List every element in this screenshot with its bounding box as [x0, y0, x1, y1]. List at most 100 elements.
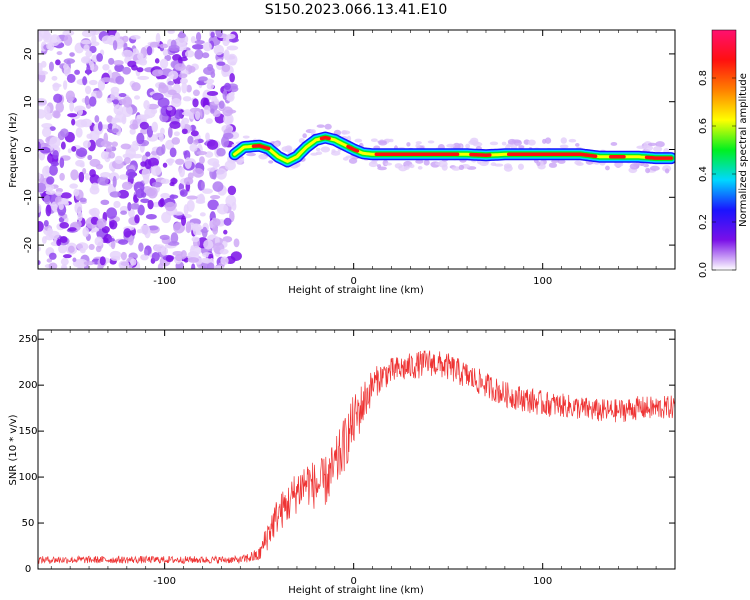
noise-blob — [177, 32, 186, 39]
noise-blob — [170, 39, 177, 49]
noise-blob — [190, 130, 199, 137]
noise-blob — [60, 192, 72, 199]
noise-blob — [88, 96, 97, 107]
colorbar-tick-label: 0.0 — [698, 262, 709, 278]
noise-blob — [137, 204, 145, 216]
noise-blob — [84, 95, 90, 106]
noise-blob — [38, 172, 42, 180]
noise-blob — [188, 65, 196, 73]
noise-blob — [134, 214, 140, 224]
noise-blob — [184, 50, 195, 58]
ridge-halo-blob — [527, 139, 536, 146]
ridge-halo-blob — [435, 162, 441, 166]
noise-blob — [51, 201, 58, 212]
noise-blob — [48, 164, 58, 176]
noise-blob — [67, 148, 72, 154]
noise-blob — [136, 67, 144, 73]
noise-blob — [113, 200, 121, 209]
noise-blob — [189, 107, 202, 113]
ridge-halo-blob — [664, 168, 670, 174]
noise-blob — [167, 158, 174, 166]
noise-blob — [151, 92, 164, 101]
noise-blob — [136, 114, 142, 120]
noise-blob — [220, 256, 229, 266]
ridge-halo-blob — [490, 162, 497, 167]
noise-blob — [207, 199, 219, 211]
noise-blob — [90, 41, 100, 47]
noise-blob — [96, 90, 103, 99]
noise-blob — [53, 110, 61, 119]
noise-blob — [190, 223, 203, 232]
ridge-peak-segment — [506, 152, 598, 158]
noise-blob — [181, 111, 191, 116]
noise-blob — [87, 154, 93, 161]
noise-blob — [169, 194, 179, 199]
noise-blob — [45, 190, 56, 195]
noise-blob — [212, 181, 224, 192]
ridge-halo-blob — [655, 141, 665, 148]
noise-blob — [162, 162, 168, 168]
noise-blob — [128, 235, 134, 246]
noise-blob — [146, 125, 154, 138]
noise-blob — [226, 53, 238, 66]
noise-blob — [43, 183, 55, 191]
noise-blob — [46, 176, 55, 185]
noise-blob — [75, 258, 88, 268]
noise-blob — [206, 82, 215, 90]
noise-blob — [108, 57, 115, 65]
noise-blob — [145, 151, 151, 157]
ridge-halo-blob — [415, 159, 424, 164]
noise-blob — [143, 249, 149, 256]
noise-blob — [170, 232, 179, 244]
noise-blob — [111, 117, 121, 123]
noise-blob — [121, 49, 134, 58]
noise-blob — [67, 113, 78, 118]
noise-blob — [99, 124, 111, 130]
noise-blob — [196, 150, 208, 156]
noise-blob — [94, 236, 104, 247]
noise-blob — [118, 92, 127, 98]
noise-blob — [187, 172, 194, 180]
noise-blob — [62, 254, 72, 259]
noise-blob — [67, 245, 75, 253]
ridge-halo-blob — [559, 144, 569, 149]
noise-blob — [169, 121, 181, 129]
noise-blob — [38, 30, 42, 34]
snr-series-line — [38, 350, 675, 565]
noise-blob — [63, 63, 69, 70]
noise-blob — [173, 131, 180, 137]
noise-blob — [226, 92, 235, 102]
noise-blob — [175, 158, 185, 165]
noise-blob — [129, 123, 139, 130]
ridge-halo-blob — [544, 137, 552, 144]
noise-blob — [38, 203, 42, 213]
noise-blob — [201, 226, 208, 238]
ridge-halo-blob — [415, 143, 421, 149]
noise-blob — [88, 208, 97, 216]
ridge-halo-blob — [348, 157, 358, 164]
noise-blob — [199, 156, 205, 165]
noise-blob — [168, 70, 179, 80]
noise-blob — [48, 262, 58, 269]
noise-blob — [200, 257, 210, 264]
noise-blob — [179, 189, 188, 197]
noise-blob — [82, 167, 87, 175]
noise-blob — [174, 63, 186, 72]
noise-blob — [191, 263, 196, 269]
noise-blob — [86, 64, 91, 76]
noise-blob — [198, 193, 205, 202]
noise-blob — [69, 183, 79, 189]
noise-blob — [175, 254, 183, 262]
noise-blob — [44, 234, 55, 241]
ridge-halo-blob — [345, 155, 353, 159]
spectrogram-y-tick-label: 0 — [23, 146, 34, 152]
noise-blob — [82, 140, 92, 149]
ridge-peak-segment — [319, 135, 331, 141]
noise-blob — [112, 175, 117, 188]
noise-blob — [224, 82, 231, 91]
noise-blob — [181, 215, 187, 226]
noise-blob — [101, 226, 110, 234]
noise-blob — [137, 75, 150, 80]
noise-blob — [206, 139, 219, 150]
